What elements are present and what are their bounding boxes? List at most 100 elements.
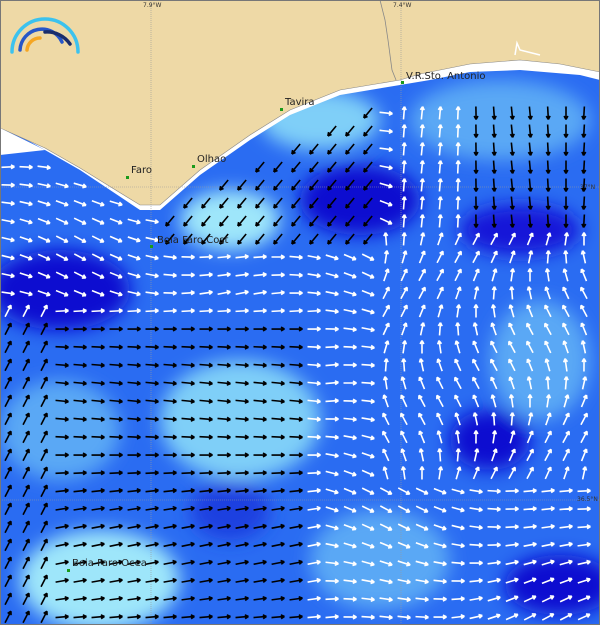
current-arrow (345, 179, 355, 191)
current-arrow (73, 235, 87, 243)
current-arrow (527, 106, 533, 120)
current-arrow (181, 488, 195, 494)
place-olhao[interactable]: Olhao (197, 154, 226, 165)
current-arrow (199, 559, 213, 566)
current-arrow (400, 376, 407, 390)
current-arrow (361, 523, 375, 531)
current-arrow (199, 470, 213, 476)
current-arrow (235, 488, 249, 494)
current-arrow (325, 398, 339, 404)
current-arrow (91, 398, 105, 404)
buoy-faro-ocean[interactable]: Boia Faro Ocea (72, 558, 147, 569)
current-arrow (401, 358, 407, 372)
current-arrow (199, 289, 213, 296)
current-arrow (109, 523, 123, 529)
current-arrow (383, 232, 389, 246)
current-arrow (527, 214, 533, 228)
current-arrow (253, 272, 267, 278)
current-arrow (271, 488, 285, 494)
current-arrow (309, 197, 319, 209)
current-arrow (469, 506, 483, 513)
current-arrow (307, 470, 321, 476)
current-arrow (163, 398, 177, 404)
current-arrow (526, 466, 534, 480)
current-arrow (363, 143, 373, 155)
current-arrow (581, 376, 588, 390)
current-arrow (127, 505, 141, 512)
current-arrow (577, 577, 591, 584)
current-arrow (469, 488, 483, 495)
current-arrow (505, 577, 519, 584)
current-arrow (523, 613, 537, 621)
current-arrow (217, 452, 231, 458)
current-arrow (469, 542, 483, 548)
current-arrow (181, 559, 195, 566)
current-arrow (40, 502, 48, 516)
current-arrow (415, 614, 429, 620)
current-arrow (577, 506, 591, 512)
current-arrow (361, 289, 375, 297)
current-arrow (127, 595, 141, 602)
current-arrow (455, 214, 461, 228)
current-arrow (4, 556, 12, 570)
current-arrow (562, 340, 569, 354)
current-arrow (451, 614, 465, 620)
current-arrow (509, 412, 515, 426)
current-arrow (541, 613, 555, 621)
current-arrow (451, 578, 465, 584)
current-arrow (253, 505, 267, 512)
place-faro[interactable]: Faro (131, 165, 152, 176)
current-arrow (541, 541, 555, 548)
current-arrow (199, 505, 213, 512)
current-arrow (163, 470, 177, 476)
current-arrow (325, 254, 339, 261)
current-arrow (91, 200, 105, 207)
current-arrow (382, 376, 389, 390)
current-arrow (544, 430, 552, 444)
current-arrow (363, 107, 373, 119)
current-arrow (545, 250, 551, 264)
current-arrow (1, 236, 15, 243)
place-tavira[interactable]: Tavira (284, 97, 315, 108)
current-arrow (73, 398, 87, 404)
current-arrow (127, 614, 141, 620)
current-arrow (181, 380, 195, 386)
current-arrow (400, 394, 408, 408)
current-arrow (55, 199, 69, 207)
current-arrow (327, 197, 337, 209)
current-arrow (127, 344, 141, 350)
current-arrow (199, 254, 213, 260)
current-arrow (581, 214, 587, 228)
current-arrow (309, 215, 319, 227)
current-arrow (418, 358, 425, 372)
current-arrow (307, 272, 321, 279)
current-arrow (127, 452, 141, 458)
current-arrow (559, 488, 573, 494)
current-arrow (343, 560, 357, 567)
place-vrsa[interactable]: V.R.Sto. Antonio (406, 71, 486, 82)
current-arrow (527, 268, 533, 282)
current-arrow (235, 308, 249, 314)
current-arrow (127, 434, 141, 440)
current-arrow (491, 268, 498, 282)
current-arrow (40, 520, 48, 534)
current-arrow (163, 452, 177, 458)
current-arrow (55, 416, 69, 422)
current-arrow (327, 179, 337, 191)
buoy-faro-coast[interactable]: Boia Faro Cost (157, 235, 229, 246)
current-arrow (541, 577, 555, 585)
current-arrow (273, 197, 283, 209)
current-arrow (307, 326, 321, 332)
current-arrow (37, 271, 51, 279)
current-arrow (580, 250, 587, 264)
current-arrow (472, 340, 480, 354)
current-arrow (163, 434, 177, 440)
current-arrow (40, 466, 48, 480)
current-arrow (400, 286, 408, 300)
current-arrow (73, 577, 87, 584)
current-arrow (235, 416, 249, 422)
current-arrow (40, 304, 48, 318)
current-arrow (400, 412, 408, 426)
